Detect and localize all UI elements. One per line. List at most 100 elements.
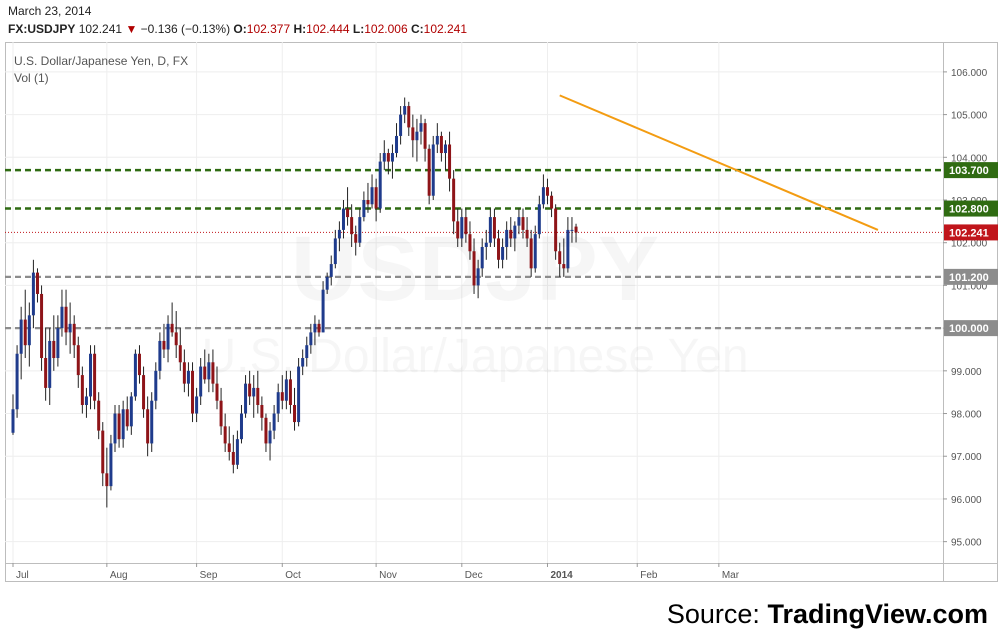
- low-value: 102.006: [364, 22, 408, 36]
- candle-down: [178, 345, 182, 363]
- source-prefix: Source:: [666, 599, 768, 629]
- candle-down: [562, 264, 566, 269]
- trendline[interactable]: [559, 94, 879, 231]
- candle-up: [268, 430, 272, 444]
- candle-down: [256, 387, 260, 405]
- time-tick-label: Mar: [722, 570, 740, 581]
- candle-down: [423, 123, 427, 149]
- candle-down: [492, 217, 496, 239]
- time-tick-label: Aug: [110, 570, 128, 581]
- trendline-group[interactable]: [559, 94, 879, 231]
- open-label: O:: [233, 22, 247, 36]
- low-label: L:: [352, 22, 365, 36]
- time-tick-label: Feb: [640, 570, 658, 581]
- candle-down: [550, 195, 554, 209]
- candle-down: [174, 332, 178, 346]
- time-axis[interactable]: Jul Aug Sep Oct Nov Dec 2014 Feb Mar: [12, 563, 740, 581]
- candle-up: [150, 400, 154, 444]
- candle-up: [244, 383, 248, 414]
- candle-down: [407, 106, 411, 128]
- candle-up: [419, 123, 423, 132]
- candle-up: [56, 328, 60, 359]
- candle-up: [395, 135, 399, 154]
- price-tick-label: 99.000: [951, 367, 982, 378]
- candle-up: [505, 229, 509, 247]
- candle-down: [137, 353, 141, 376]
- candle-down: [464, 217, 468, 235]
- level-badge: [944, 162, 998, 179]
- candle-up: [378, 161, 382, 209]
- candle-down: [52, 340, 56, 359]
- candle-down: [354, 234, 358, 243]
- candle-down: [346, 208, 350, 218]
- candle-up: [89, 353, 93, 397]
- candle-up: [239, 413, 243, 440]
- candle-up: [186, 370, 190, 384]
- candle-down: [72, 323, 76, 346]
- candle-up: [501, 246, 505, 260]
- candle-down: [64, 306, 68, 333]
- candle-up: [276, 392, 280, 414]
- chart-title: U.S. Dollar/Japanese Yen, D, FX: [14, 54, 188, 68]
- candle-up: [566, 229, 570, 269]
- candle-up: [337, 229, 341, 239]
- candle-up: [252, 387, 256, 397]
- watermark-name: U.S. Dollar/Japanese Yen: [201, 330, 748, 383]
- candle-up: [431, 144, 435, 196]
- candle-down: [529, 238, 533, 269]
- price-tick-label: 95.000: [951, 538, 982, 549]
- price-tick-label: 102.000: [951, 239, 988, 250]
- price-tick-label: 105.000: [951, 111, 988, 122]
- candle-up: [113, 413, 117, 444]
- candle-down: [456, 221, 460, 239]
- price-axis[interactable]: 95.000 96.000 97.000 98.000 99.000 100.000 101…: [943, 68, 998, 549]
- candle-down: [97, 400, 101, 431]
- candle-up: [370, 187, 374, 205]
- price-change: −0.136 (−0.13%): [140, 22, 231, 36]
- chart-date: March 23, 2014: [8, 4, 92, 18]
- candle-up: [297, 366, 301, 423]
- candle-up: [121, 409, 125, 440]
- level-badge-label: 101.200: [949, 272, 989, 284]
- candle-down: [468, 234, 472, 252]
- candle-up: [537, 204, 541, 235]
- time-tick-label: Sep: [200, 570, 218, 581]
- candle-down: [293, 404, 297, 423]
- candle-down: [280, 392, 284, 401]
- candle-down: [248, 383, 252, 397]
- candle-down: [227, 443, 231, 452]
- chart-frame[interactable]: USDJPY U.S. Dollar/Japanese Yen U.S. Dol…: [5, 42, 998, 582]
- candle-down: [374, 187, 378, 209]
- candle-up: [476, 268, 480, 286]
- price-tick-label: 106.000: [951, 68, 988, 79]
- high-label: H:: [293, 22, 307, 36]
- candle-down: [452, 178, 456, 222]
- candle-up: [199, 366, 203, 397]
- high-value: 102.444: [306, 22, 350, 36]
- candle-down: [317, 323, 321, 333]
- candle-up: [109, 443, 113, 487]
- price-tick-label: 96.000: [951, 495, 982, 506]
- candle-down: [101, 430, 105, 474]
- candle-up: [305, 345, 309, 359]
- candle-down: [44, 358, 48, 388]
- candle-down: [574, 226, 578, 233]
- candle-down: [231, 451, 235, 465]
- candle-up: [333, 238, 337, 265]
- plot-border: [5, 42, 998, 582]
- candle-up: [325, 276, 329, 290]
- candle-down: [191, 370, 195, 414]
- candle-down: [162, 340, 166, 350]
- price-tick-label: 101.000: [951, 281, 988, 292]
- candle-up: [60, 306, 64, 329]
- candle-up: [541, 187, 545, 205]
- candle-down: [223, 426, 227, 444]
- candle-up: [48, 340, 52, 388]
- candlestick-chart[interactable]: USDJPY U.S. Dollar/Japanese Yen U.S. Dol…: [5, 42, 998, 582]
- candle-down: [219, 400, 223, 427]
- candle-up: [272, 413, 276, 431]
- candle-up: [133, 353, 137, 397]
- last-price-label: 102.241: [949, 227, 989, 239]
- candle-up: [19, 319, 23, 354]
- candle-down: [23, 319, 27, 346]
